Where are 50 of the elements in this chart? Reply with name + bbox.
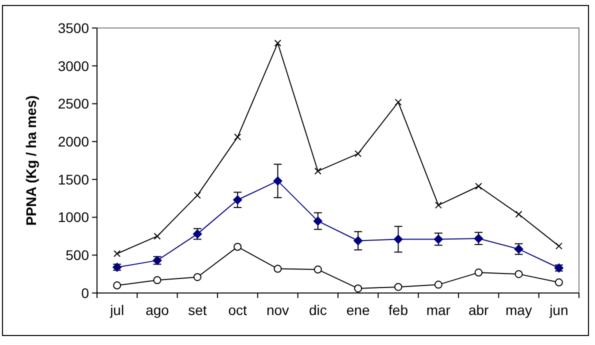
point (475, 182, 482, 190)
point (153, 276, 162, 284)
y-tick-label: 0 (81, 284, 90, 301)
point (314, 168, 322, 175)
point (354, 284, 362, 292)
x-tick-label: ene (346, 302, 370, 318)
x-tick-label: jul (109, 302, 124, 318)
x-tick-label: may (506, 302, 532, 318)
x-tick-label: set (188, 302, 207, 318)
x-tick-label: oct (228, 302, 248, 318)
y-tick-label: 2000 (58, 133, 90, 150)
y-tick-label: 2500 (58, 96, 90, 112)
point (354, 150, 362, 158)
x-tick-label: nov (266, 302, 290, 318)
point (554, 278, 563, 286)
point (434, 202, 442, 209)
point (234, 242, 242, 251)
point (114, 250, 121, 258)
point (273, 176, 282, 186)
point (394, 98, 402, 106)
y-tick-label: 3500 (58, 20, 90, 36)
y-tick-label: 3000 (58, 58, 90, 74)
point (313, 216, 322, 226)
y-tick-label: 500 (66, 247, 90, 264)
point (233, 195, 242, 204)
x-tick-label: feb (388, 302, 408, 318)
point (314, 266, 322, 274)
point (474, 268, 483, 277)
x-tick-label: mar (426, 302, 451, 318)
y-tick-label: 1000 (58, 209, 90, 226)
x-tick-label: dic (308, 302, 327, 318)
point (394, 282, 402, 291)
x-tick-label: ago (146, 302, 170, 318)
point (193, 273, 202, 282)
point (113, 281, 122, 290)
y-tick-label: 1500 (58, 171, 90, 188)
point (354, 236, 363, 246)
point (555, 242, 562, 250)
point (274, 264, 282, 273)
x-tick-label: abr (468, 302, 490, 318)
point (434, 280, 442, 289)
point (154, 232, 161, 240)
point (274, 40, 282, 47)
point (515, 210, 522, 218)
point (194, 192, 201, 199)
point (234, 134, 242, 141)
y-axis-title: PPNA (Kg / ha mes) (23, 95, 39, 226)
x-tick-label: jun (548, 302, 568, 318)
point (514, 270, 523, 278)
point (394, 234, 403, 244)
